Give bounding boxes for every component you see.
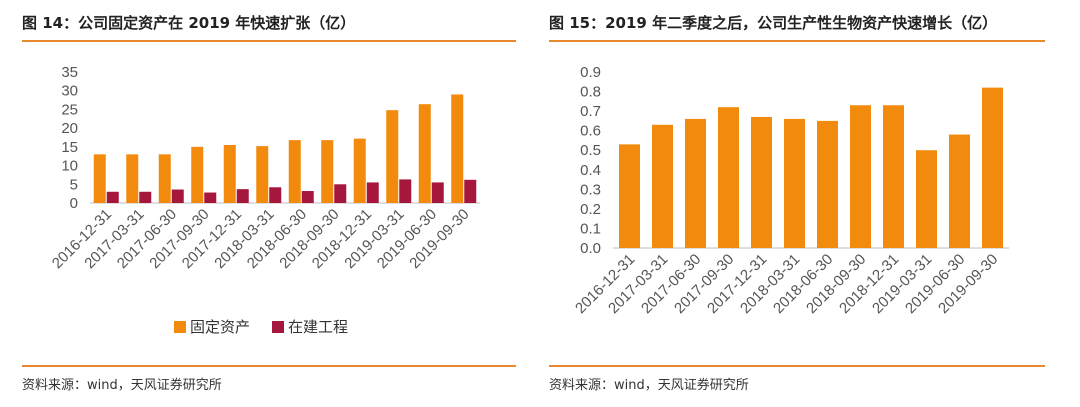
- bar-construction-2018-12-31: [366, 182, 379, 203]
- bar-fixed-assets-2016-12-31: [93, 154, 106, 203]
- y-tick-label: 35: [61, 64, 78, 81]
- bar-construction-2017-12-31: [236, 189, 249, 203]
- bar-asset-2019-09-30: [982, 87, 1003, 249]
- right-source-note: 资料来源：wind，天风证券研究所: [549, 378, 749, 393]
- y-tick-label: 0.6: [580, 123, 601, 140]
- y-tick-label: 0.8: [580, 84, 601, 101]
- y-tick-label: 25: [61, 101, 78, 118]
- legend-label: 固定资产: [190, 318, 251, 336]
- bar-fixed-assets-2017-03-31: [126, 154, 139, 203]
- bar-fixed-assets-2018-06-30: [288, 140, 301, 203]
- y-tick-label: 10: [61, 158, 78, 175]
- legend-item-fixed-assets: 固定资产: [174, 316, 250, 337]
- left-chart-legend: 固定资产 在建工程: [174, 316, 370, 337]
- bar-construction-2019-06-30: [431, 182, 444, 203]
- left-figure-title: 图 14：公司固定资产在 2019 年快速扩张（亿）: [22, 14, 356, 32]
- y-tick-label: 0.3: [580, 181, 601, 198]
- bar-asset-2017-03-31: [652, 124, 673, 248]
- bar-fixed-assets-2019-06-30: [418, 104, 431, 203]
- left-title-rule: [22, 40, 516, 42]
- left-figure-panel: 图 14：公司固定资产在 2019 年快速扩张（亿） 0 5 10 15 20 25 30 3…: [22, 0, 516, 407]
- bar-construction-2018-09-30: [334, 184, 347, 203]
- right-title-rule: [549, 40, 1045, 42]
- bar-construction-2019-03-31: [399, 179, 412, 203]
- bar-construction-2019-09-30: [464, 179, 477, 203]
- bar-asset-2017-09-30: [718, 107, 739, 248]
- legend-swatch: [272, 320, 285, 333]
- left-bar-chart: 051015202530352016-12-312017-03-312017-0…: [49, 64, 480, 272]
- bar-asset-2016-12-31: [619, 144, 640, 248]
- bar-construction-2018-06-30: [301, 191, 314, 203]
- bar-construction-2017-06-30: [171, 189, 184, 203]
- legend-item-construction: 在建工程: [272, 316, 348, 337]
- y-tick-label: 15: [61, 139, 78, 156]
- bar-fixed-assets-2017-06-30: [158, 154, 171, 203]
- bar-construction-2016-12-31: [106, 191, 119, 203]
- y-tick-label: 0.9: [580, 64, 601, 81]
- bar-fixed-assets-2018-12-31: [353, 138, 366, 203]
- y-tick-label: 0.1: [580, 220, 601, 237]
- bar-asset-2018-12-31: [883, 105, 904, 248]
- y-tick-label: 0.7: [580, 103, 601, 120]
- y-tick-label: 5: [70, 176, 78, 193]
- bar-asset-2017-12-31: [751, 116, 772, 248]
- left-source-rule: [22, 365, 516, 367]
- bar-asset-2018-06-30: [817, 120, 838, 248]
- bar-fixed-assets-2017-09-30: [191, 146, 204, 203]
- y-tick-label: 20: [61, 120, 78, 137]
- legend-label: 在建工程: [288, 318, 349, 336]
- bar-fixed-assets-2018-09-30: [321, 140, 334, 203]
- bar-construction-2017-03-31: [139, 191, 152, 203]
- y-tick-label: 0.5: [580, 142, 601, 159]
- y-tick-label: 0.0: [580, 240, 601, 257]
- bar-fixed-assets-2019-03-31: [386, 110, 399, 203]
- bar-asset-2019-03-31: [916, 150, 937, 248]
- y-tick-label: 0: [70, 195, 78, 212]
- legend-swatch: [174, 320, 186, 333]
- left-source-note: 资料来源：wind，天风证券研究所: [22, 378, 222, 393]
- right-source-rule: [549, 365, 1045, 367]
- right-bar-chart: 0.00.10.20.30.40.50.60.70.80.92016-12-31…: [572, 64, 1009, 317]
- bar-asset-2018-03-31: [784, 118, 805, 248]
- bar-asset-2017-06-30: [685, 118, 706, 248]
- bar-asset-2019-06-30: [949, 134, 970, 248]
- right-figure-title: 图 15：2019 年二季度之后，公司生产性生物资产快速增长（亿）: [549, 14, 998, 32]
- right-figure-panel: 图 15：2019 年二季度之后，公司生产性生物资产快速增长（亿） 0.0 0.1…: [549, 0, 1045, 407]
- y-tick-label: 30: [61, 83, 78, 100]
- y-tick-label: 0.2: [580, 201, 601, 218]
- y-tick-label: 0.4: [580, 162, 601, 179]
- bar-fixed-assets-2018-03-31: [256, 146, 269, 203]
- bar-construction-2017-09-30: [204, 192, 217, 203]
- bar-construction-2018-03-31: [269, 187, 282, 203]
- bar-asset-2018-09-30: [850, 105, 871, 248]
- bar-fixed-assets-2017-12-31: [223, 144, 236, 203]
- bar-fixed-assets-2019-09-30: [451, 94, 464, 203]
